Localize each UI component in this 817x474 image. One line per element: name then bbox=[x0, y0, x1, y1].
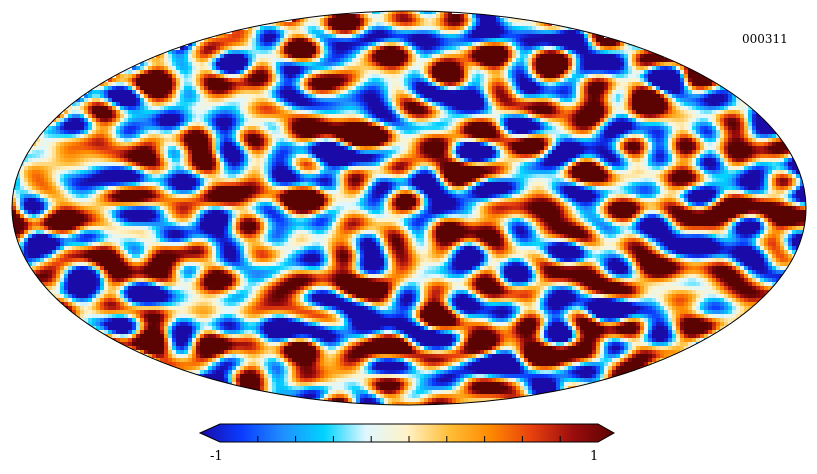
colorbar-body bbox=[198, 423, 616, 443]
colorbar-min-label: -1 bbox=[210, 449, 223, 464]
colorbar bbox=[198, 423, 616, 443]
map-texture bbox=[12, 11, 806, 405]
colorbar-max-label: 1 bbox=[590, 449, 599, 464]
colorbar-ticks bbox=[257, 436, 561, 442]
map-id-label: 000311 bbox=[742, 32, 788, 46]
map-outline bbox=[11, 10, 807, 406]
